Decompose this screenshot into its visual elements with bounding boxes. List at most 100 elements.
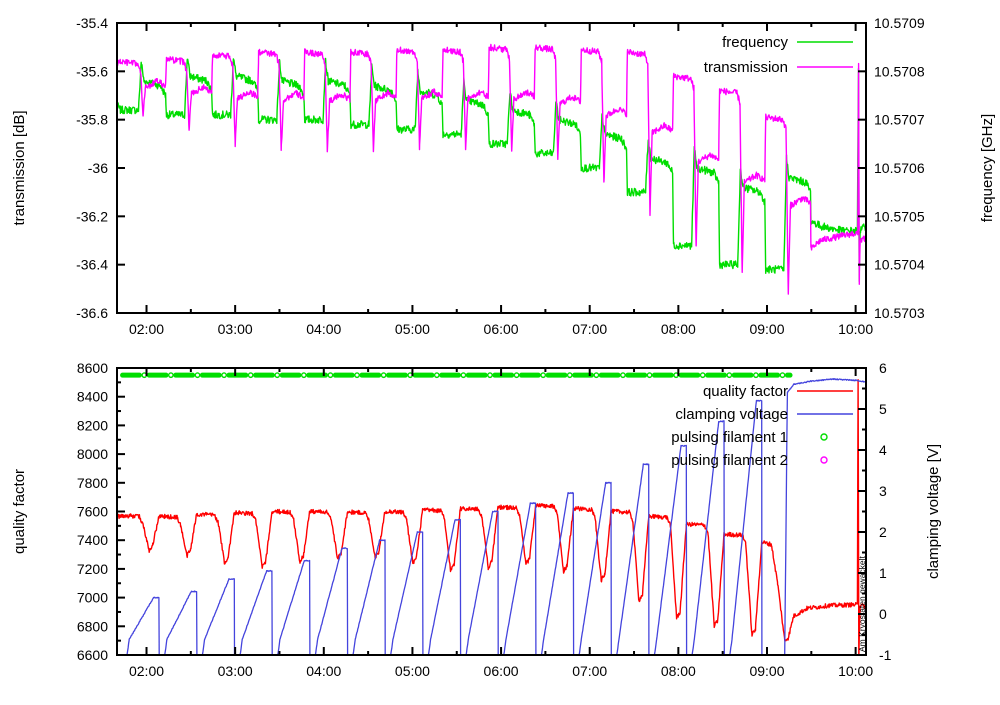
y-right-tick-label: 10.5703	[874, 305, 925, 321]
pulsing-filament-1-circle	[699, 372, 706, 379]
x-tick-label: 02:00	[129, 663, 164, 679]
legend-label-pulsing-filament-2: pulsing filament 2	[671, 452, 788, 469]
top-panel: 02:00 03:00 04:00 05:00 06:00 07:00 08:00 09:00…	[11, 15, 996, 337]
series-transmission	[116, 43, 867, 295]
pulsing-filament-1-circle	[779, 372, 786, 379]
y-right-tick-label: 3	[879, 483, 887, 499]
legend-label-pulsing-filament-1: pulsing filament 1	[671, 429, 788, 446]
y-right-tick-label: 10.5707	[874, 112, 925, 128]
x-tick-label: 10:00	[838, 663, 873, 679]
pulsing-filament-1-circle	[487, 372, 493, 379]
y-left-tick-label: 7800	[77, 475, 108, 491]
legend: frequency transmission	[704, 34, 853, 76]
pulsing-filament-1-circle	[300, 372, 307, 379]
pulsing-filament-1-circle	[247, 372, 254, 379]
series-layer	[116, 372, 867, 656]
y-right-tick-label: 6	[879, 360, 887, 376]
pulsing-filament-1-circle	[646, 372, 653, 379]
x-tick-label: 09:00	[749, 321, 784, 337]
series-clamping-voltage-ramp	[427, 518, 462, 656]
x-tick-label: 03:00	[218, 663, 253, 679]
series-clamping-voltage-ramp	[653, 444, 688, 656]
x-tick-label: 08:00	[661, 663, 696, 679]
pulsing-filament-1-circle	[460, 372, 467, 379]
y-right-tick-label: 2	[879, 524, 887, 540]
x-tick-label: 09:00	[749, 663, 784, 679]
legend-label-transmission: transmission	[704, 59, 788, 76]
pulsing-filament-1-circle	[221, 372, 227, 379]
y-right-tick-label: 10.5704	[874, 257, 925, 273]
y-left-tick-label: 8600	[77, 360, 108, 376]
series-clamping-voltage-ramp	[578, 481, 612, 656]
y-left-tick-label: -36.6	[76, 305, 108, 321]
y-right-tick-label: 10.5709	[874, 15, 925, 31]
pulsing-filament-1-circle	[513, 372, 520, 379]
series-clamping-voltage-ramp	[390, 531, 424, 656]
pulsing-filament-1-circle	[167, 372, 174, 379]
legend: quality factor clamping voltage pulsing fi…	[671, 383, 853, 469]
y-right-axis-label: clamping voltage [V]	[925, 444, 942, 579]
y-left-tick-label: 6800	[77, 618, 108, 634]
y-right-tick-label: 1	[879, 565, 887, 581]
x-tick-label: 07:00	[572, 321, 607, 337]
y-left-tick-label: -36.2	[76, 208, 108, 224]
y-left-tick-label: 8000	[77, 446, 108, 462]
series-layer	[116, 43, 867, 295]
y-left-tick-label: -35.8	[76, 112, 108, 128]
axis-ticks	[117, 367, 866, 656]
pulsing-filament-1-circle	[433, 372, 440, 379]
series-clamping-voltage-ramp	[540, 491, 575, 656]
x-tick-label: 07:00	[572, 663, 607, 679]
y-right-axis-label: frequency [GHz]	[979, 114, 996, 222]
series-clamping-voltage-ramp	[729, 399, 763, 656]
y-left-tick-label: -35.4	[76, 15, 108, 31]
x-tick-label: 04:00	[306, 321, 341, 337]
y-left-tick-label: 6600	[77, 647, 108, 663]
legend-label-clamping-voltage: clamping voltage	[675, 406, 788, 423]
pulsing-filament-1-circle	[753, 372, 759, 379]
x-tick-label: 04:00	[306, 663, 341, 679]
series-clamping-voltage-ramp	[465, 510, 499, 656]
x-tick-label: 06:00	[484, 321, 519, 337]
series-quality-factor	[116, 379, 867, 656]
y-left-tick-label: 8400	[77, 389, 108, 405]
series-clamping-voltage-ramp	[691, 420, 725, 656]
x-tick-label: 05:00	[395, 321, 430, 337]
series-frequency	[116, 57, 867, 282]
y-right-tick-label: 10.5706	[874, 160, 925, 176]
y-left-tick-label: 7400	[77, 532, 108, 548]
annotation-am-kryostaten: Am Kryostaten gewackelt	[857, 555, 867, 652]
legend-sample-marker	[820, 456, 828, 464]
y-right-tick-label: 0	[879, 606, 887, 622]
y-right-tick-label: 5	[879, 401, 887, 417]
x-tick-label: 03:00	[218, 321, 253, 337]
x-tick-label: 02:00	[129, 321, 164, 337]
y-left-tick-label: 8200	[77, 417, 108, 433]
y-left-tick-label: 7000	[77, 590, 108, 606]
pulsing-filament-1-circle	[354, 372, 360, 379]
series-clamping-voltage-final	[784, 378, 867, 656]
legend-label-quality-factor: quality factor	[703, 383, 788, 400]
x-tick-label: 05:00	[395, 663, 430, 679]
series-clamping-voltage-ramp	[201, 578, 236, 656]
axis-ticks	[117, 22, 866, 314]
series-clamping-voltage-ramp	[616, 463, 650, 656]
pulsing-filament-1-circle	[620, 372, 626, 379]
pulsing-filament-1-circle	[380, 372, 387, 379]
x-tick-label: 06:00	[484, 663, 519, 679]
y-left-tick-label: -35.6	[76, 63, 108, 79]
series-clamping-voltage-ramp	[277, 559, 311, 656]
legend-sample-marker	[820, 433, 828, 441]
series-clamping-voltage-ramp	[314, 547, 349, 656]
y-left-tick-label: -36.4	[76, 257, 108, 273]
y-right-tick-label: 4	[879, 442, 887, 458]
pulsing-filament-1-circle	[593, 372, 600, 379]
y-left-tick-label: 7200	[77, 561, 108, 577]
series-clamping-voltage-ramp	[352, 539, 386, 656]
pulsing-filament-1-circle	[566, 372, 573, 379]
x-tick-label: 10:00	[838, 321, 873, 337]
pulsing-filament-1-circle	[726, 372, 733, 379]
series-clamping-voltage-ramp	[503, 502, 537, 656]
